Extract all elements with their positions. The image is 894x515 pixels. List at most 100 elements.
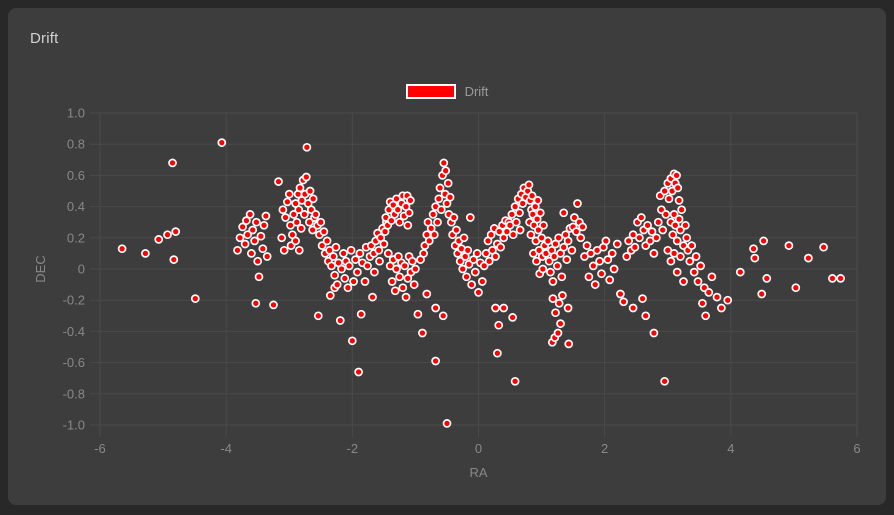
data-point[interactable]	[154, 235, 164, 244]
data-point[interactable]	[679, 277, 688, 286]
data-point[interactable]	[548, 294, 558, 303]
data-point[interactable]	[819, 242, 828, 252]
data-point[interactable]	[469, 255, 478, 264]
data-point[interactable]	[543, 236, 553, 246]
data-point[interactable]	[250, 236, 259, 246]
data-point[interactable]	[664, 194, 674, 204]
data-point[interactable]	[698, 298, 707, 308]
data-point[interactable]	[676, 252, 685, 261]
data-point[interactable]	[597, 269, 606, 279]
data-point[interactable]	[459, 233, 469, 243]
data-point[interactable]	[508, 230, 518, 240]
data-point[interactable]	[484, 256, 494, 266]
data-point[interactable]	[252, 217, 261, 227]
data-point[interactable]	[660, 186, 669, 196]
data-point[interactable]	[327, 261, 336, 271]
data-point[interactable]	[439, 158, 449, 168]
data-point[interactable]	[311, 210, 321, 219]
data-point[interactable]	[515, 208, 524, 218]
data-point[interactable]	[353, 267, 362, 277]
data-point[interactable]	[251, 298, 261, 308]
data-point[interactable]	[595, 256, 604, 266]
data-point[interactable]	[463, 245, 473, 255]
data-point[interactable]	[535, 208, 545, 218]
data-point[interactable]	[712, 292, 722, 302]
data-point[interactable]	[538, 264, 548, 274]
data-point[interactable]	[668, 230, 678, 240]
data-point[interactable]	[559, 242, 569, 252]
data-point[interactable]	[452, 225, 461, 235]
data-point[interactable]	[337, 264, 346, 274]
data-point[interactable]	[544, 256, 554, 266]
data-point[interactable]	[670, 220, 680, 230]
data-point[interactable]	[258, 244, 268, 254]
data-point[interactable]	[438, 311, 448, 321]
data-point[interactable]	[672, 267, 682, 277]
data-point[interactable]	[533, 196, 543, 205]
data-point[interactable]	[474, 288, 483, 297]
data-point[interactable]	[696, 261, 705, 271]
data-point[interactable]	[630, 242, 640, 252]
data-point[interactable]	[757, 289, 767, 299]
data-point[interactable]	[248, 225, 258, 235]
data-point[interactable]	[557, 272, 567, 282]
data-point[interactable]	[355, 249, 365, 258]
data-point[interactable]	[616, 289, 625, 299]
data-point[interactable]	[510, 202, 520, 211]
data-point[interactable]	[676, 225, 685, 235]
data-point[interactable]	[554, 233, 563, 243]
data-point[interactable]	[669, 210, 679, 219]
data-point[interactable]	[804, 253, 813, 263]
data-point[interactable]	[723, 295, 733, 305]
data-point[interactable]	[515, 225, 525, 235]
data-point[interactable]	[455, 256, 465, 266]
data-point[interactable]	[356, 309, 366, 319]
data-point[interactable]	[233, 245, 242, 255]
data-point[interactable]	[117, 244, 127, 254]
data-point[interactable]	[472, 249, 482, 258]
data-point[interactable]	[339, 249, 348, 258]
data-point[interactable]	[368, 292, 377, 302]
data-point[interactable]	[571, 227, 581, 236]
data-point[interactable]	[465, 213, 475, 222]
data-point[interactable]	[313, 311, 323, 321]
data-point[interactable]	[409, 280, 419, 289]
data-point[interactable]	[441, 166, 451, 176]
data-point[interactable]	[762, 274, 772, 283]
data-point[interactable]	[429, 230, 439, 240]
data-point[interactable]	[687, 241, 697, 250]
data-point[interactable]	[458, 264, 468, 274]
data-point[interactable]	[360, 277, 370, 286]
data-point[interactable]	[470, 267, 480, 277]
data-point[interactable]	[546, 267, 555, 277]
data-point[interactable]	[422, 289, 432, 299]
data-point[interactable]	[335, 316, 345, 325]
data-point[interactable]	[652, 233, 661, 243]
data-point[interactable]	[308, 225, 317, 235]
data-point[interactable]	[570, 213, 579, 222]
data-point[interactable]	[171, 227, 181, 236]
data-point[interactable]	[467, 280, 476, 289]
data-point[interactable]	[691, 252, 701, 261]
data-point[interactable]	[296, 224, 306, 233]
data-point[interactable]	[243, 230, 252, 240]
data-point[interactable]	[413, 309, 423, 319]
data-point[interactable]	[477, 277, 487, 286]
data-point[interactable]	[534, 225, 543, 235]
data-point[interactable]	[689, 267, 699, 277]
data-point[interactable]	[658, 225, 668, 235]
data-point[interactable]	[163, 230, 172, 240]
data-point[interactable]	[401, 292, 411, 302]
data-point[interactable]	[649, 328, 659, 338]
data-point[interactable]	[332, 280, 342, 289]
data-point[interactable]	[240, 239, 250, 249]
data-point[interactable]	[539, 220, 548, 230]
data-point[interactable]	[643, 220, 652, 230]
data-point[interactable]	[301, 172, 311, 182]
data-point[interactable]	[605, 275, 615, 285]
data-point[interactable]	[431, 303, 440, 313]
data-point[interactable]	[400, 261, 410, 271]
data-point[interactable]	[383, 249, 393, 258]
data-point[interactable]	[331, 242, 341, 252]
